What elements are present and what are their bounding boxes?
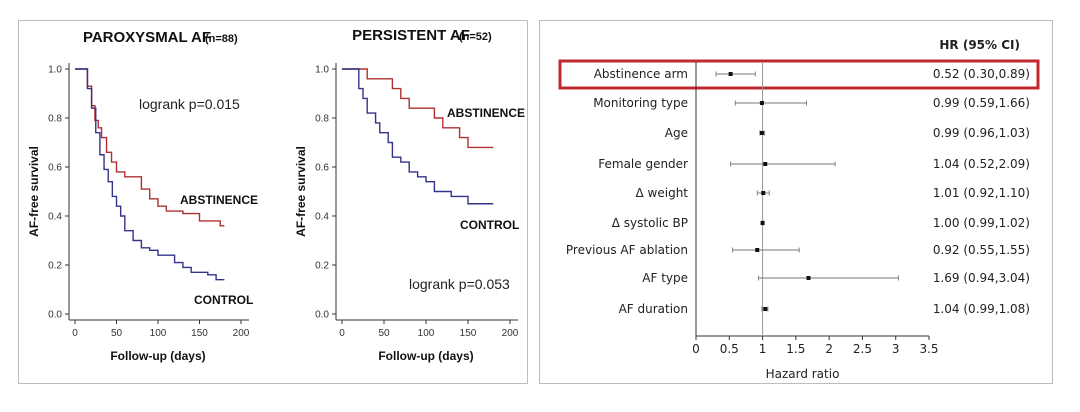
y-tick-label: 0.4 [315,212,329,223]
survival-curve-control [75,68,225,281]
hr-point-marker [760,221,765,225]
km-charts-svg: PAROXYSMAL AF(n=88) 0.0 0.2 0.4 0.6 0.8 1.0 0 50… [27,27,525,363]
x-tick-label: 0 [339,328,345,339]
survival-panel: PAROXYSMAL AF (n=88) 0.0 0.2 0.4 0.6 0.8 1.0 0 50… [18,20,528,384]
y-tick-label: 1.0 [48,65,62,76]
row-label: Age [665,126,688,140]
hr-ci-value: 1.01 (0.92,1.10) [933,186,1030,200]
forest-panel: HR (95% CI) 0 0.5 1 1.5 2 2.5 3 3.5 Hazard ratio A… [539,20,1053,384]
forest-x-tick-label: 3 [892,342,900,356]
row-label: Previous AF ablation [566,243,688,257]
x-tick-label: 200 [233,328,250,339]
hr-ci-value: 1.69 (0.94,3.04) [933,271,1030,285]
survival-curve-control [342,68,494,205]
chart-subtitle: (n=52) [459,31,492,43]
logrank-annotation: logrank p=0.053 [409,276,510,292]
x-tick-label: 50 [111,328,123,339]
y-tick-label: 0.0 [48,310,62,321]
y-axis-label: AF-free survival [294,146,308,237]
y-tick-label: 1.0 [315,65,329,76]
forest-x-tick-label: 2 [825,342,833,356]
x-axis-label: Follow-up (days) [110,349,205,363]
hr-ci-value: 1.04 (0.99,1.08) [933,302,1030,316]
hr-ci-value: 0.99 (0.96,1.03) [933,126,1030,140]
row-label: AF type [642,271,688,285]
y-tick-label: 0.8 [315,114,329,125]
series-label-control: CONTROL [460,218,519,232]
series-label-control: CONTROL [194,293,253,307]
row-label: Δ systolic BP [612,216,688,230]
hr-point-marker [806,276,811,280]
hr-ci-value: 1.00 (0.99,1.02) [933,216,1030,230]
chart-title: PERSISTENT AF [352,27,470,44]
hr-point-marker [763,307,768,311]
y-axis-label: AF-free survival [27,146,41,237]
hr-column-header: HR (95% CI) [939,38,1020,52]
hr-point-marker [759,131,764,135]
y-tick-label: 0.4 [48,212,62,223]
y-tick-label: 0.6 [48,163,62,174]
hr-point-marker [728,72,733,76]
forest-plot-svg: HR (95% CI) 0 0.5 1 1.5 2 2.5 3 3.5 Hazard ratio A… [558,38,1040,381]
hr-point-marker [763,162,768,166]
x-tick-label: 200 [502,328,519,339]
hr-ci-value: 1.04 (0.52,2.09) [933,157,1030,171]
x-tick-label: 150 [191,328,208,339]
series-label-abstinence: ABSTINENCE [180,193,258,207]
x-tick-label: 150 [460,328,477,339]
logrank-annotation: logrank p=0.015 [139,96,240,112]
highlight-box [558,59,1040,90]
row-label: Abstinence arm [594,67,688,81]
forest-x-tick-label: 3.5 [919,342,938,356]
hr-ci-value: 0.92 (0.55,1.55) [933,243,1030,257]
y-tick-label: 0.6 [315,163,329,174]
x-tick-label: 0 [72,328,78,339]
hr-point-marker [761,191,766,195]
hr-ci-value: 0.99 (0.59,1.66) [933,96,1030,110]
y-tick-label: 0.2 [48,261,62,272]
forest-x-tick-label: 0 [692,342,700,356]
x-tick-label: 50 [378,328,390,339]
chart-subtitle: (n=88) [205,33,238,45]
survival-curve-abstinence [342,68,494,149]
y-tick-label: 0.2 [315,261,329,272]
hr-point-marker [759,101,764,105]
forest-x-axis-label: Hazard ratio [766,367,840,381]
x-axis-label: Follow-up (days) [378,349,473,363]
series-label-abstinence: ABSTINENCE [447,106,525,120]
row-label: Female gender [598,157,688,171]
forest-x-tick-label: 1.5 [786,342,805,356]
forest-x-tick-label: 1 [759,342,767,356]
y-tick-label: 0.8 [48,114,62,125]
hr-ci-value: 0.52 (0.30,0.89) [933,67,1030,81]
x-tick-label: 100 [418,328,435,339]
row-label: Monitoring type [593,96,688,110]
row-label: AF duration [619,302,688,316]
row-label: Δ weight [636,186,689,200]
y-tick-label: 0.0 [315,310,329,321]
forest-x-tick-label: 0.5 [720,342,739,356]
chart-title: PAROXYSMAL AF [83,29,211,46]
hr-point-marker [755,248,760,252]
x-tick-label: 100 [150,328,167,339]
forest-x-tick-label: 2.5 [853,342,872,356]
